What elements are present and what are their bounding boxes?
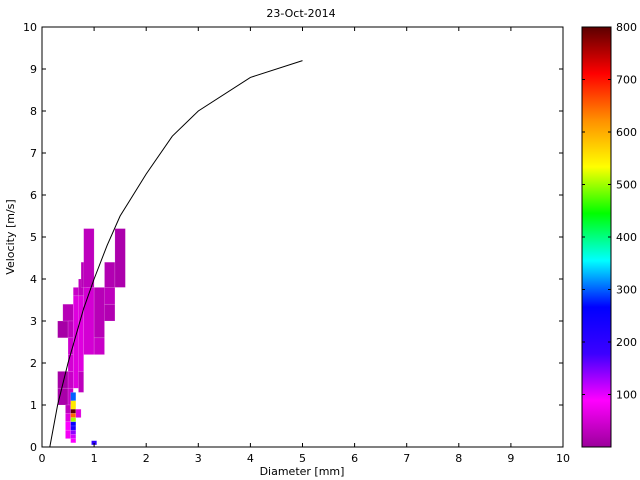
heatmap-bin — [67, 320, 74, 339]
x-tick-label: 0 — [39, 452, 46, 465]
heatmap-bin — [67, 354, 74, 372]
heatmap-bin — [65, 421, 71, 431]
y-tick-label: 10 — [23, 21, 37, 34]
y-tick-label: 3 — [30, 315, 37, 328]
heatmap-bin — [104, 287, 116, 305]
y-tick-label: 5 — [30, 231, 37, 244]
y-tick-label: 0 — [30, 441, 37, 454]
colorbar-tick-label: 200 — [616, 336, 637, 349]
y-tick-label: 2 — [30, 357, 37, 370]
y-tick-label: 7 — [30, 147, 37, 160]
heatmap-bin — [104, 303, 116, 322]
colorbar-tick-label: 800 — [616, 21, 637, 34]
x-tick-label: 9 — [507, 452, 514, 465]
x-tick-label: 2 — [143, 452, 150, 465]
x-tick-label: 3 — [195, 452, 202, 465]
x-axis-label: Diameter [mm] — [260, 465, 345, 478]
heatmap-bin — [70, 429, 77, 435]
x-tick-label: 4 — [247, 452, 254, 465]
heatmap-bin — [78, 371, 84, 393]
colorbar-ticks: 100 200 300 400 500 600 700 800 — [582, 21, 637, 402]
heatmap-bin — [75, 408, 82, 418]
heatmap-bin — [114, 228, 126, 288]
y-tick-label: 4 — [30, 273, 37, 286]
heatmap-bin — [70, 421, 77, 427]
heatmap-bin — [83, 228, 95, 288]
heatmap-bin — [93, 337, 105, 355]
heatmap-bin — [70, 408, 77, 414]
x-tick-label: 6 — [351, 452, 358, 465]
heatmap-bin — [70, 413, 77, 418]
heatmap-bin — [93, 287, 105, 339]
x-tick-label: 1 — [91, 452, 98, 465]
x-axis-ticks: 0 1 2 3 4 5 6 7 8 9 10 — [39, 27, 570, 465]
heatmap-bin — [73, 287, 79, 297]
y-tick-label: 6 — [30, 189, 37, 202]
heatmap-bin — [65, 413, 71, 423]
x-tick-label: 8 — [455, 452, 462, 465]
heatmap-bin — [67, 371, 74, 389]
heatmap-bin — [83, 287, 95, 355]
y-tick-label: 1 — [30, 399, 37, 412]
colorbar-tick-label: 600 — [616, 126, 637, 139]
heatmap-bin — [104, 261, 116, 288]
y-tick-label: 9 — [30, 63, 37, 76]
colorbar-tick-label: 300 — [616, 284, 637, 297]
heatmap-bin — [70, 417, 77, 423]
reference-curve-line — [49, 60, 303, 448]
heatmap-bin — [70, 434, 77, 439]
colorbar-tick-label: 700 — [616, 74, 637, 87]
plot-background — [42, 27, 563, 447]
colorbar-tick-label: 100 — [616, 389, 637, 402]
colorbar-tick-label: 400 — [616, 231, 637, 244]
colorbar-gradient — [582, 27, 611, 447]
plot-area: 0 1 2 3 4 5 6 7 8 9 10 0 1 2 3 4 5 6 7 8 9 10 — [23, 21, 570, 465]
y-axis-ticks: 0 1 2 3 4 5 6 7 8 9 10 — [23, 21, 563, 454]
heatmap-bin — [57, 320, 69, 339]
heatmap-bin — [65, 404, 71, 414]
heatmap-bin — [70, 438, 77, 444]
heatmap-bin — [70, 425, 77, 431]
heatmap-bin — [62, 303, 74, 322]
x-tick-label: 10 — [556, 452, 570, 465]
heatmap-bins — [57, 228, 126, 446]
colorbar-tick-label: 500 — [616, 179, 637, 192]
heatmap-bin — [70, 400, 77, 410]
x-tick-label: 7 — [403, 452, 410, 465]
heatmap-bin — [78, 295, 84, 372]
heatmap-bin — [65, 429, 71, 439]
y-tick-label: 8 — [30, 105, 37, 118]
chart-title: 23-Oct-2014 — [266, 7, 335, 20]
y-axis-label: Velocity [m/s] — [4, 199, 17, 274]
heatmap-bin — [70, 392, 77, 402]
x-tick-label: 5 — [299, 452, 306, 465]
colorbar: 100 200 300 400 500 600 700 800 — [581, 21, 637, 448]
